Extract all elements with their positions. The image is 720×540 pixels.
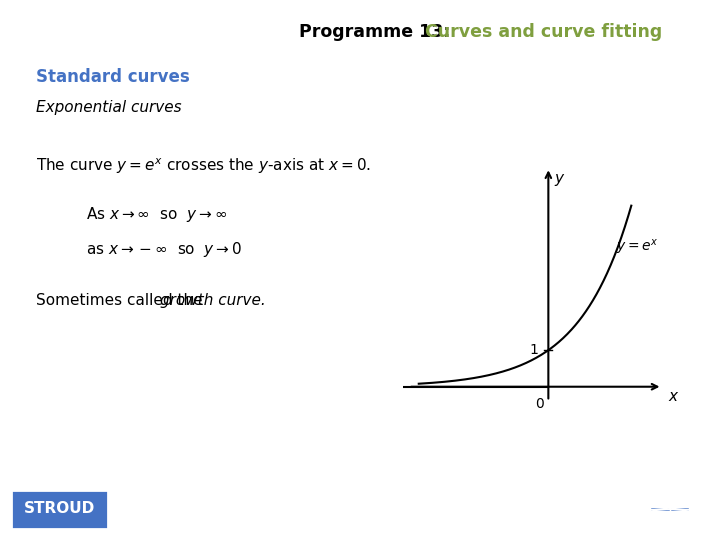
- Text: Sometimes called the: Sometimes called the: [36, 293, 207, 308]
- Text: As $x \rightarrow \infty$  so  $y \rightarrow \infty$: As $x \rightarrow \infty$ so $y \rightar…: [86, 205, 228, 224]
- Text: Curves and curve fitting: Curves and curve fitting: [425, 23, 662, 41]
- FancyBboxPatch shape: [11, 490, 108, 529]
- Text: Exponential curves: Exponential curves: [36, 100, 181, 115]
- Text: Programme 13:: Programme 13:: [299, 23, 462, 41]
- Text: $x$: $x$: [667, 389, 679, 403]
- Text: Standard curves: Standard curves: [36, 68, 190, 85]
- Text: as $x \rightarrow -\infty$  so  $y \rightarrow 0$: as $x \rightarrow -\infty$ so $y \righta…: [86, 240, 243, 259]
- Text: 1: 1: [529, 343, 538, 357]
- FancyBboxPatch shape: [650, 507, 689, 511]
- Text: $y = e^x$: $y = e^x$: [616, 238, 658, 258]
- Text: STROUD: STROUD: [24, 502, 95, 516]
- Text: $y$: $y$: [554, 172, 565, 188]
- Text: 0: 0: [536, 397, 544, 411]
- Text: The curve $y = e^x$ crosses the $y$-axis at $x = 0$.: The curve $y = e^x$ crosses the $y$-axis…: [36, 157, 371, 176]
- Text: growth curve.: growth curve.: [160, 293, 266, 308]
- Text: Worked examples and exercises are in the text: Worked examples and exercises are in the…: [158, 502, 562, 516]
